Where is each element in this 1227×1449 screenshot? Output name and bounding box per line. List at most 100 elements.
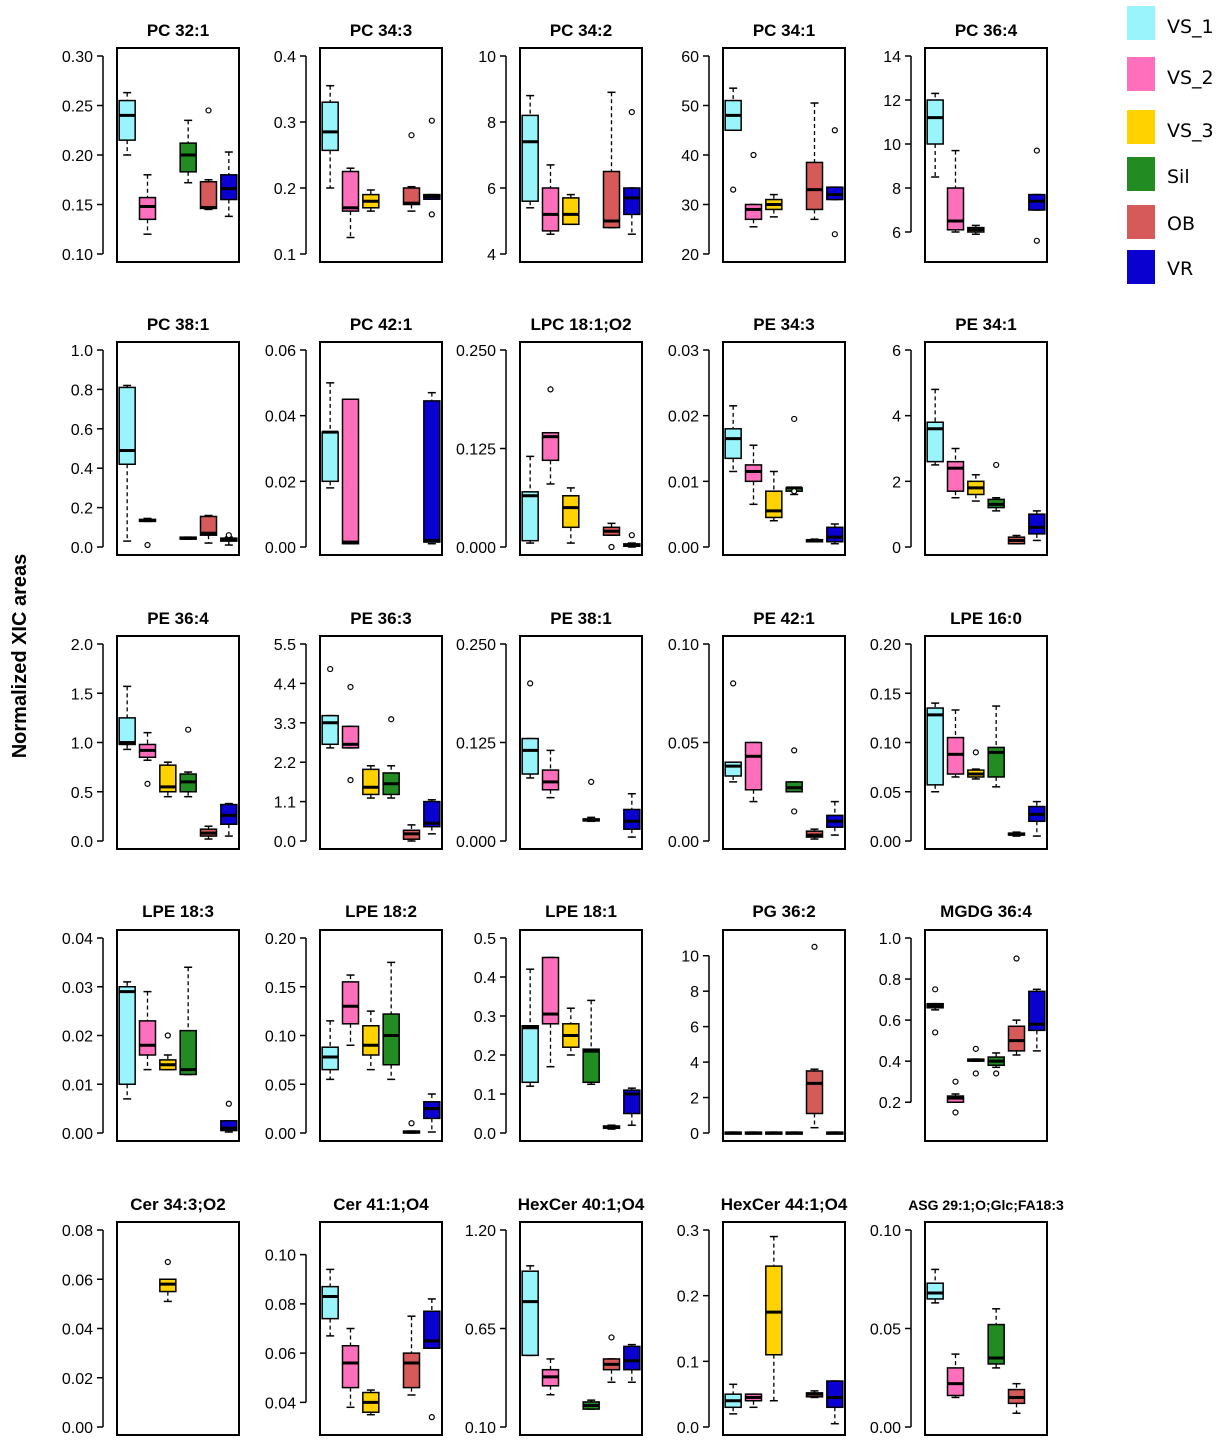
outlier-point xyxy=(993,461,1000,469)
box-vs_3 xyxy=(159,1258,177,1303)
box-ob xyxy=(1007,831,1026,837)
box-vr xyxy=(423,391,441,545)
panel-9: PE 34:3 0.00 0.01 0.02 0.03 xyxy=(668,315,846,557)
panel-title: PG 36:2 xyxy=(752,902,815,921)
box-vs_1 xyxy=(926,702,944,793)
y-tick-label: 0.2 xyxy=(274,181,296,198)
box-vs_3 xyxy=(967,749,985,780)
box-body xyxy=(362,1025,380,1056)
box-ob xyxy=(1007,955,1026,1056)
box-vs_2 xyxy=(946,149,965,233)
panel-title: PE 36:3 xyxy=(350,609,411,628)
outlier-point xyxy=(932,1029,939,1036)
y-tick-label: 1.5 xyxy=(71,686,93,703)
box-body xyxy=(321,714,339,746)
box-body xyxy=(321,431,339,483)
box-body xyxy=(926,707,944,786)
y-tick-label: 0.1 xyxy=(474,1087,496,1104)
y-axis-title: Normalized XIC areas xyxy=(9,554,31,759)
box-body xyxy=(623,1345,641,1371)
box-body xyxy=(562,495,580,529)
box-body xyxy=(118,386,136,466)
box-vs_1 xyxy=(521,94,539,209)
y-tick-label: 4 xyxy=(690,1055,699,1072)
box-vr xyxy=(220,151,238,218)
box-vs_1 xyxy=(724,1131,742,1135)
y-tick-label: 10 xyxy=(478,49,496,66)
y-tick-label: 0.0 xyxy=(474,1126,496,1143)
box-sil xyxy=(987,1052,1005,1077)
box-vr xyxy=(220,532,238,546)
box-vs_3 xyxy=(562,1007,580,1056)
box-vr xyxy=(826,1380,844,1425)
box-vr xyxy=(623,792,641,838)
box-ob xyxy=(402,1315,421,1396)
box-ob xyxy=(805,828,824,840)
box-vs_3 xyxy=(765,1131,783,1135)
y-tick-label: 6 xyxy=(487,181,496,198)
panel-title: PC 32:1 xyxy=(147,21,209,40)
box-vs_3 xyxy=(562,193,580,226)
box-vs_3 xyxy=(562,487,580,544)
box-ob xyxy=(805,102,824,221)
plot-frame xyxy=(722,635,846,850)
box-vs_2 xyxy=(341,974,360,1046)
box-vs_1 xyxy=(321,84,339,189)
box-vr xyxy=(826,127,844,238)
box-vs_3 xyxy=(967,474,985,502)
box-vs_1 xyxy=(724,1383,742,1415)
y-tick-label: 0.02 xyxy=(62,1371,93,1388)
box-vs_1 xyxy=(724,405,742,473)
box-body xyxy=(118,986,136,1085)
box-vr xyxy=(826,523,844,545)
y-tick-label: 0.2 xyxy=(677,1289,699,1306)
box-vr xyxy=(623,1343,641,1383)
y-tick-label: 0.02 xyxy=(668,409,699,426)
box-body xyxy=(623,1089,641,1115)
box-vs_3 xyxy=(362,765,380,799)
box-vs_3 xyxy=(159,1032,177,1071)
outlier-point xyxy=(952,1078,959,1085)
panel-title: LPE 18:1 xyxy=(545,902,617,921)
box-vr xyxy=(826,1131,844,1135)
box-body xyxy=(521,491,539,542)
outlier-point xyxy=(1013,955,1020,962)
box-vr xyxy=(1028,147,1046,244)
box-body xyxy=(926,421,944,463)
box-body xyxy=(541,187,560,232)
box-vs_2 xyxy=(744,444,763,506)
box-body xyxy=(138,196,157,221)
box-sil xyxy=(382,961,400,1081)
panel-17: LPE 18:2 0.00 0.05 0.10 0.15 0.20 xyxy=(265,902,443,1143)
outlier-point xyxy=(628,108,635,116)
y-tick-label: 6 xyxy=(892,225,901,242)
panel-14: PE 42:1 0.00 0.05 0.10 xyxy=(668,609,846,851)
box-vs_1 xyxy=(724,680,742,783)
outlier-point xyxy=(993,1070,1000,1077)
plot-frame xyxy=(116,1221,240,1436)
y-tick-label: 40 xyxy=(681,148,699,165)
y-tick-label: 0.250 xyxy=(456,637,496,654)
plot-frame xyxy=(722,929,846,1142)
outlier-point xyxy=(547,386,554,393)
y-tick-label: 0.0 xyxy=(71,834,93,851)
box-vs_1 xyxy=(926,92,944,178)
box-body xyxy=(341,1344,360,1389)
box-sil xyxy=(179,119,197,184)
box-vs_2 xyxy=(138,517,157,549)
panel-6: PC 38:1 0.0 0.2 0.4 0.6 0.8 1.0 xyxy=(71,315,240,557)
box-body xyxy=(321,101,339,152)
outlier-point xyxy=(205,107,212,114)
outlier-point xyxy=(144,541,151,549)
box-sil xyxy=(987,1308,1005,1369)
y-tick-label: 6 xyxy=(892,343,901,360)
panel-title: HexCer 44:1;O4 xyxy=(721,1195,848,1214)
panel-title: PE 38:1 xyxy=(550,609,611,628)
outlier-point xyxy=(1033,237,1040,244)
legend-swatch-sil xyxy=(1127,157,1155,191)
box-body xyxy=(199,180,218,210)
box-ob xyxy=(199,514,218,544)
box-sil xyxy=(179,536,197,540)
box-vs_2 xyxy=(138,990,157,1071)
box-sil xyxy=(785,1131,803,1135)
